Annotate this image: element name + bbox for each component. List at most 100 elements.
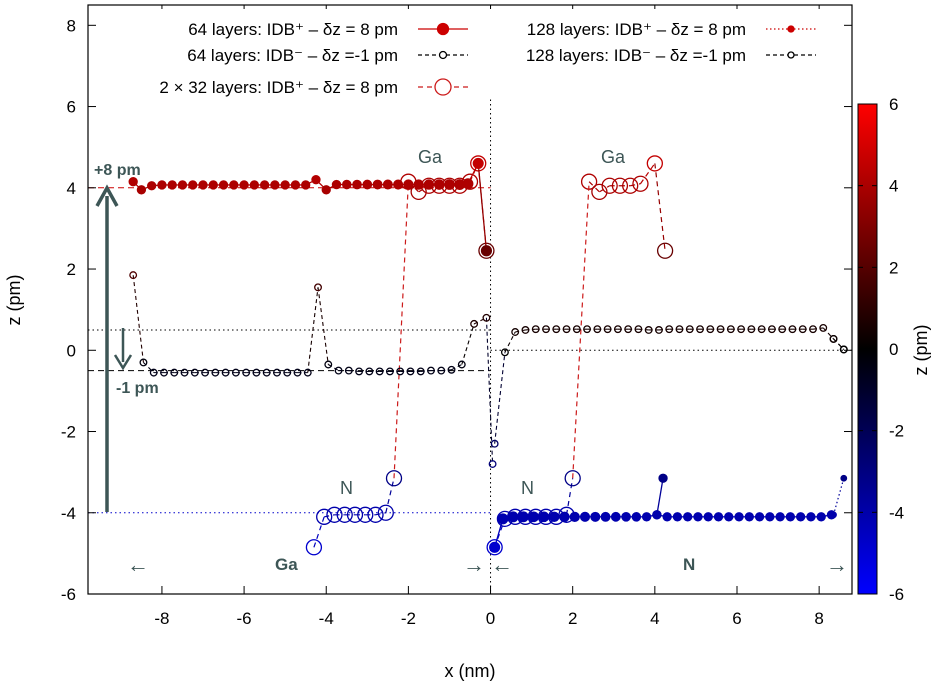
legend-marker-sample: [436, 22, 450, 36]
data-point: [357, 506, 374, 523]
annotation-region-n: N: [683, 555, 695, 574]
data-point: [591, 183, 608, 201]
y-axis-ticks: -6 -4 -2 0 2 4 6 8: [61, 16, 852, 604]
data-point: [231, 368, 240, 377]
annotation-ga-top-right: Ga: [601, 147, 626, 167]
data-point: [600, 511, 611, 522]
data-point: [641, 512, 652, 522]
series-segment: [822, 327, 834, 340]
data-point: [324, 360, 333, 369]
data-point: [462, 178, 474, 190]
data-point: [542, 325, 550, 334]
data-point: [757, 325, 766, 334]
data-point: [747, 325, 756, 334]
data-point: [180, 368, 189, 377]
x-tick-label: -4: [319, 609, 334, 628]
arrow-right-ga: →: [463, 552, 485, 577]
series-segment: [324, 514, 335, 518]
colorbar-tick-label: 6: [889, 95, 898, 114]
data-point: [433, 179, 445, 190]
data-point: [385, 367, 394, 376]
series-segment: [451, 364, 463, 371]
series-segment: [441, 369, 452, 372]
annotation-ga-top-left: Ga: [418, 147, 443, 167]
data-point: [610, 511, 621, 522]
colorbar-tick-label: 0: [889, 340, 898, 359]
data-point: [569, 511, 580, 522]
data-point: [517, 511, 529, 523]
colorbar-title: z (pm): [911, 325, 931, 376]
y-axis-title: z (pm): [4, 275, 24, 326]
data-point: [427, 366, 435, 375]
data-point: [806, 512, 816, 522]
series-1: [129, 271, 848, 468]
data-point: [703, 512, 713, 522]
data-point: [765, 512, 775, 522]
series-segment: [565, 478, 574, 515]
colorbar-tick-label: 4: [889, 177, 898, 196]
data-point: [367, 506, 384, 523]
data-point: [716, 325, 725, 334]
legend-label: 64 layers: IDB⁺ – δz = 8 pm: [188, 20, 398, 39]
data-point: [775, 512, 785, 522]
series-segment: [654, 163, 666, 251]
data-point: [416, 367, 425, 376]
data-point: [734, 512, 744, 522]
data-point: [675, 325, 684, 334]
legend: 64 layers: IDB⁺ – δz = 8 pm 64 layers: ID…: [159, 20, 816, 97]
data-point: [696, 325, 704, 334]
data-point: [272, 368, 281, 377]
series-segment: [317, 287, 329, 365]
series-segment: [385, 478, 395, 513]
data-point: [147, 181, 157, 191]
data-point: [486, 539, 503, 556]
series-segment: [132, 275, 144, 363]
data-point: [713, 512, 724, 522]
series-segment: [143, 362, 155, 374]
series-segment: [832, 478, 845, 515]
data-point: [683, 512, 693, 522]
series-layer: [128, 155, 848, 556]
data-point: [311, 175, 321, 185]
x-tick-label: -2: [401, 609, 416, 628]
data-point: [188, 180, 198, 190]
y-tick-label: -2: [61, 423, 76, 442]
annotation-n-right: N: [521, 478, 534, 498]
series-segment: [639, 163, 656, 185]
data-point: [652, 510, 662, 520]
data-point: [221, 368, 230, 377]
series-segment: [525, 328, 536, 331]
data-point: [631, 512, 642, 522]
data-point: [624, 325, 633, 334]
data-point: [372, 179, 383, 190]
data-point: [128, 177, 138, 187]
data-point: [470, 319, 479, 328]
data-point: [334, 366, 343, 375]
legend-label: 128 layers: IDB⁺ – δz = 8 pm: [527, 20, 746, 39]
legend-label: 128 layers: IDB⁻ – δz =-1 pm: [526, 46, 746, 65]
data-point: [447, 365, 456, 374]
y-tick-label: -4: [61, 504, 76, 523]
data-point: [413, 179, 424, 190]
colorbar-ticks: -6 -4 -2 0 2 4 6: [858, 95, 904, 604]
data-point: [262, 368, 271, 377]
arrow-left-n: ←: [491, 552, 513, 577]
data-point: [190, 368, 199, 377]
annotation-plus8: +8 pm: [94, 162, 141, 179]
data-point: [795, 512, 806, 522]
data-point: [798, 325, 807, 334]
data-point: [326, 506, 343, 523]
data-point: [559, 511, 570, 522]
data-point: [478, 242, 495, 259]
data-point: [662, 512, 672, 522]
data-point: [470, 155, 487, 172]
data-point: [839, 345, 848, 354]
data-point: [480, 245, 493, 257]
data-point: [208, 180, 218, 190]
data-point: [375, 367, 384, 376]
x-axis-ticks: -8 -6 -4 -2 0 2 4 6 8: [154, 5, 824, 628]
x-axis-title: x (nm): [445, 661, 496, 681]
data-point: [778, 325, 787, 334]
legend-label: 2 × 32 layers: IDB⁺ – δz = 8 pm: [159, 78, 398, 97]
